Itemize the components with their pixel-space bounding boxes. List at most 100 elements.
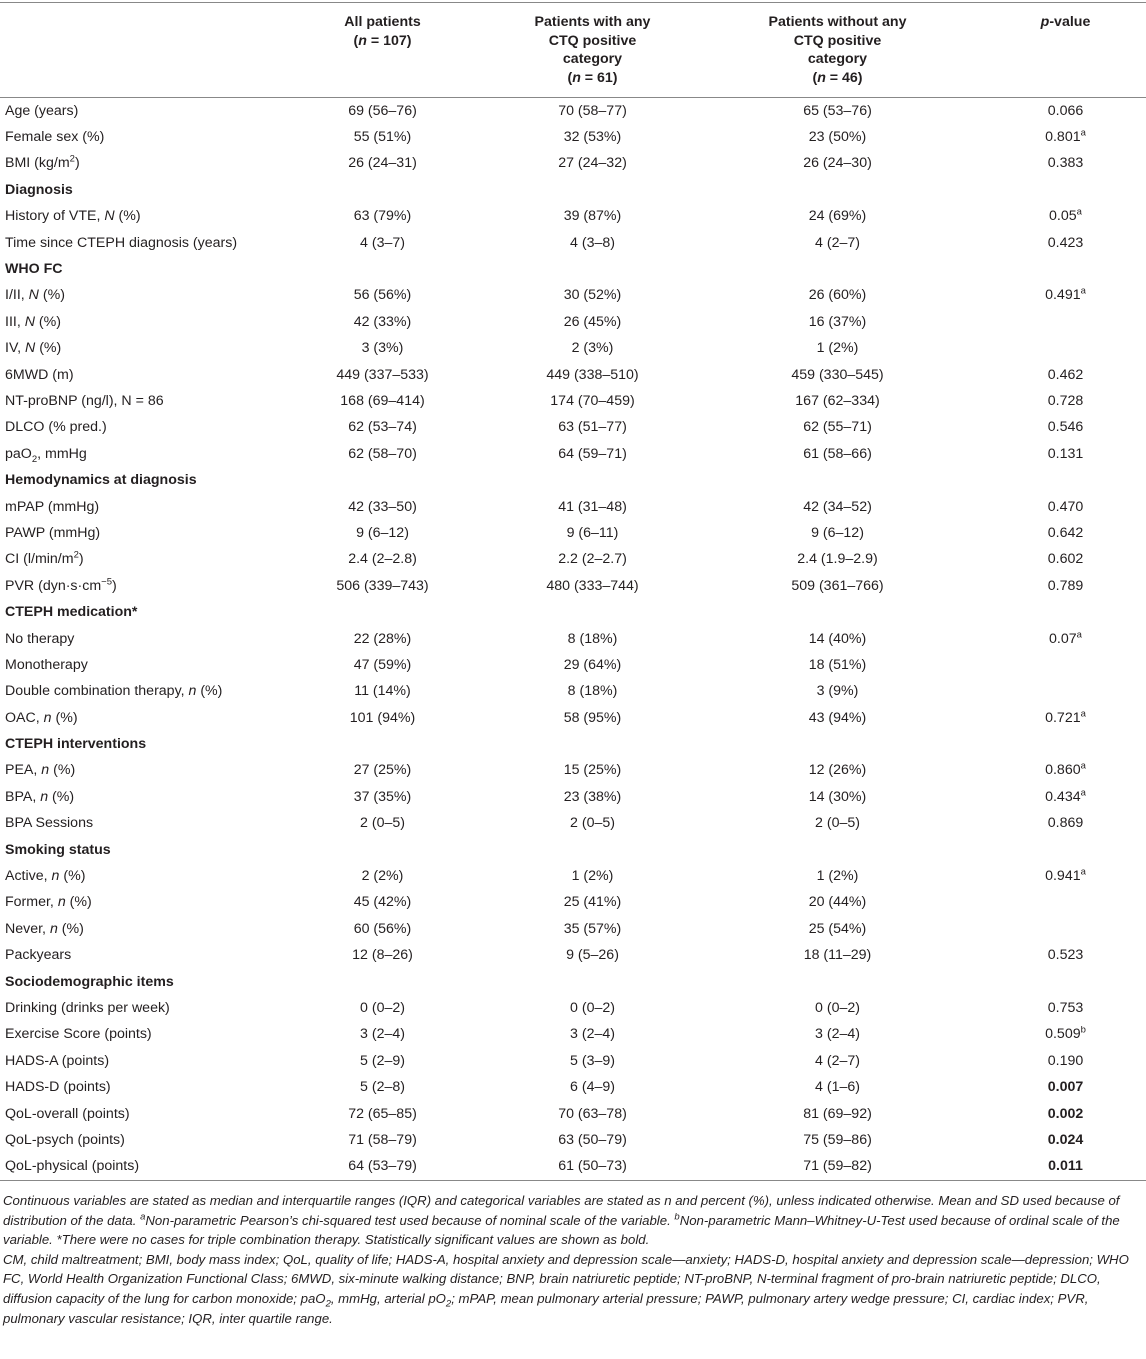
cell: 2 (2%)	[270, 863, 495, 889]
table-row: Female sex (%) 55 (51%) 32 (53%) 23 (50%) 0.…	[0, 124, 1146, 150]
cell: 9 (6–12)	[270, 520, 495, 546]
text: n	[188, 683, 197, 700]
text: (%)	[57, 920, 84, 937]
cell: 4 (2–7)	[690, 1048, 985, 1074]
text: = 61)	[580, 69, 618, 86]
footnotes: Continuous variables are stated as media…	[0, 1181, 1146, 1328]
text: 3 (3%)	[361, 340, 404, 357]
cell: 61 (50–73)	[495, 1153, 690, 1182]
cell: 81 (69–92)	[690, 1101, 985, 1127]
row-label: Packyears	[0, 943, 270, 969]
text: 5 (3–9)	[570, 1052, 615, 1069]
table-row: paO2, mmHg 62 (58–70) 64 (59–71) 61 (58–66)…	[0, 441, 1146, 467]
header-row: All patients (n = 107) Patients with any …	[0, 2, 1146, 98]
text: 168 (69–414)	[340, 392, 425, 409]
header-cell	[0, 2, 270, 98]
cell	[270, 599, 495, 625]
cell: 0.753	[985, 995, 1146, 1021]
cell: 37 (35%)	[270, 784, 495, 810]
text: 0.434	[1045, 788, 1081, 805]
cell: 62 (58–70)	[270, 441, 495, 467]
cell: 26 (45%)	[495, 309, 690, 335]
text: 64 (53–79)	[348, 1158, 417, 1175]
table-row: BPA Sessions 2 (0–5) 2 (0–5) 2 (0–5) 0.869	[0, 811, 1146, 837]
cell: 0.07a	[985, 626, 1146, 652]
text: 0.509	[1045, 1026, 1081, 1043]
cell	[690, 837, 985, 863]
text: N	[104, 208, 115, 225]
text: Patients without any CTQ positive catego…	[768, 14, 907, 86]
table-row: Age (years) 69 (56–76) 70 (58–77) 65 (53–76…	[0, 98, 1146, 125]
cell: 2 (0–5)	[690, 811, 985, 837]
cell: 3 (2–4)	[270, 1022, 495, 1048]
cell	[270, 177, 495, 203]
cell: 509 (361–766)	[690, 573, 985, 599]
cell: 9 (6–12)	[690, 520, 985, 546]
cell: 5 (2–9)	[270, 1048, 495, 1074]
text: Time since CTEPH diagnosis (years)	[5, 234, 238, 251]
cell: 9 (6–11)	[495, 520, 690, 546]
row-label: Never, n (%)	[0, 916, 270, 942]
cell	[690, 256, 985, 282]
cell: 449 (338–510)	[495, 362, 690, 388]
text: 12 (26%)	[808, 762, 867, 779]
cell: 0.470	[985, 494, 1146, 520]
cell: 0.869	[985, 811, 1146, 837]
header-cell: Patients without any CTQ positive catego…	[690, 2, 985, 98]
text: 18 (11–29)	[803, 947, 872, 964]
text: 0 (0–2)	[360, 999, 405, 1016]
cell: 35 (57%)	[495, 916, 690, 942]
cell: 14 (30%)	[690, 784, 985, 810]
text: 65 (53–76)	[803, 102, 872, 119]
cell	[985, 309, 1146, 335]
row-label: III, N (%)	[0, 309, 270, 335]
table-row: PAWP (mmHg) 9 (6–12) 9 (6–11) 9 (6–12) 0.642	[0, 520, 1146, 546]
text: n	[572, 69, 581, 86]
text: 0.470	[1047, 498, 1084, 515]
cell: 0.462	[985, 362, 1146, 388]
text: Hemodynamics at diagnosis	[5, 472, 197, 489]
text: 0.789	[1047, 577, 1084, 594]
text: 0.602	[1047, 551, 1084, 568]
text: 2 (3%)	[571, 340, 614, 357]
text: Continuous variables are stated as media…	[3, 1193, 1120, 1228]
cell: 69 (56–76)	[270, 98, 495, 125]
text: 42 (33–50)	[348, 498, 417, 515]
text: QoL-psych (points)	[5, 1131, 125, 1148]
cell: 4 (2–7)	[690, 230, 985, 256]
table-row: DLCO (% pred.) 62 (53–74) 63 (51–77) 62 (55…	[0, 415, 1146, 441]
text: 0.131	[1047, 445, 1084, 462]
text: 37 (35%)	[353, 788, 412, 805]
text: N	[24, 313, 35, 330]
text: 2	[445, 1298, 452, 1310]
cell: 27 (25%)	[270, 758, 495, 784]
text: a	[1080, 787, 1086, 799]
text: 101 (94%)	[349, 709, 416, 726]
text: 0.801	[1045, 129, 1081, 146]
table-body: Age (years) 69 (56–76) 70 (58–77) 65 (53–76…	[0, 98, 1146, 1182]
text: 0.383	[1047, 155, 1084, 172]
table-row: Diagnosis	[0, 177, 1146, 203]
text: 81 (69–92)	[803, 1105, 872, 1122]
bold-text: 0.011	[1048, 1158, 1083, 1175]
text: 174 (70–459)	[550, 392, 635, 409]
text: (%)	[38, 287, 65, 304]
text: 0.869	[1047, 815, 1084, 832]
cell: 480 (333–744)	[495, 573, 690, 599]
text: 0.860	[1045, 762, 1081, 779]
text: n	[57, 894, 66, 911]
text: 1 (2%)	[571, 868, 614, 885]
cell: 168 (69–414)	[270, 388, 495, 414]
text: HADS-A (points)	[5, 1052, 110, 1069]
row-label: PAWP (mmHg)	[0, 520, 270, 546]
cell: 27 (24–32)	[495, 151, 690, 177]
text: 15 (25%)	[563, 762, 622, 779]
cell: 3 (2–4)	[495, 1022, 690, 1048]
text: N	[25, 340, 36, 357]
text: PEA,	[5, 762, 42, 779]
text: 42 (33%)	[353, 313, 412, 330]
text: 0 (0–2)	[570, 999, 615, 1016]
cell: 26 (24–30)	[690, 151, 985, 177]
cell: 45 (42%)	[270, 890, 495, 916]
cell: 63 (79%)	[270, 204, 495, 230]
